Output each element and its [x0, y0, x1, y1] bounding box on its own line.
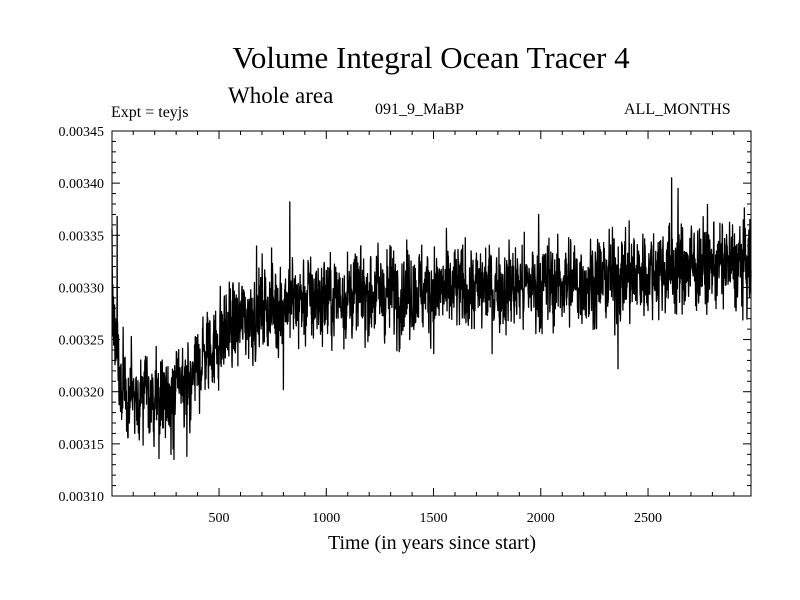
y-tick-label: 0.00335 [59, 229, 105, 244]
run-label: 091_9_MaBP [375, 101, 464, 118]
period-label: ALL_MONTHS [624, 101, 731, 118]
chart-subtitle: Whole area [228, 83, 334, 108]
x-tick-label: 1500 [420, 511, 448, 526]
x-tick-label: 2000 [527, 511, 555, 526]
x-tick-label: 500 [209, 511, 230, 526]
x-tick-label: 2500 [634, 511, 662, 526]
y-tick-label: 0.00315 [59, 438, 105, 453]
series-line [111, 177, 752, 461]
experiment-label: Expt = teyjs [111, 104, 189, 121]
series-layer [111, 177, 752, 461]
y-tick-label: 0.00325 [59, 334, 105, 349]
ticks-layer [112, 130, 751, 497]
y-tick-label: 0.00310 [59, 490, 105, 505]
plot-frame [111, 130, 752, 497]
x-tick-label: 1000 [312, 511, 340, 526]
y-tick-label: 0.00340 [59, 177, 105, 192]
tick-labels-layer: 0.00310 0.00315 0.00320 0.00325 0.00330 0.003… [59, 125, 663, 526]
y-tick-label: 0.00345 [59, 125, 105, 140]
chart-title: Volume Integral Ocean Tracer 4 [232, 40, 630, 75]
x-axis-label: Time (in years since start) [327, 532, 537, 554]
y-tick-label: 0.00320 [59, 386, 105, 401]
y-tick-label: 0.00330 [59, 281, 105, 296]
